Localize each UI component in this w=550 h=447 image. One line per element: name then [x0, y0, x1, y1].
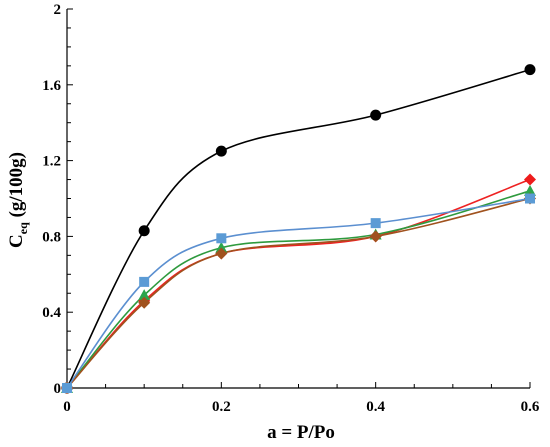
y-tick-label: 0.8 [42, 229, 61, 245]
series-2-point [524, 184, 536, 196]
y-tick-label: 0 [54, 381, 62, 397]
series-4-point [62, 383, 72, 393]
x-tick-label: 0.2 [212, 399, 231, 415]
y-axis-title-main: C [6, 234, 27, 248]
y-axis-title-units: (g/100g) [6, 152, 27, 222]
series-3-curve [66, 197, 531, 389]
series-2-curve [66, 190, 531, 389]
series-4-point [216, 233, 227, 244]
series-4-point [525, 193, 535, 204]
y-tick-label: 1.6 [42, 78, 61, 94]
series-3-point [369, 230, 382, 243]
fit-curves [66, 68, 531, 389]
series-4-point [370, 218, 381, 229]
y-axis-title-subscript: eq [16, 222, 30, 234]
series-0-point [138, 225, 150, 237]
data-markers [61, 64, 536, 394]
x-tick-label: 0.6 [521, 399, 540, 415]
series-2-point [138, 289, 151, 301]
series-3-point [138, 296, 151, 309]
series-1-point [524, 173, 536, 186]
series-2-point [215, 241, 228, 253]
series-0-point [524, 64, 536, 76]
x-tick-label: 0.4 [366, 399, 385, 415]
series-3-point [215, 247, 228, 260]
x-axis-title: a = P/Po [267, 422, 335, 443]
series-0-point [215, 145, 227, 157]
series-0-point [370, 109, 382, 121]
y-tick-label: 1.2 [42, 154, 61, 170]
y-tick-label: 2 [54, 2, 62, 18]
x-tick-label: 0 [63, 399, 71, 415]
series-4-point [139, 276, 150, 287]
series-4-curve [66, 197, 531, 389]
y-tick-label: 0.4 [42, 305, 61, 321]
y-axis-title: Ceq (g/100g) [6, 152, 30, 248]
axes: 0 0.4 0.8 1.2 1.6 2 0 0.2 0.4 0.6 [42, 2, 540, 415]
